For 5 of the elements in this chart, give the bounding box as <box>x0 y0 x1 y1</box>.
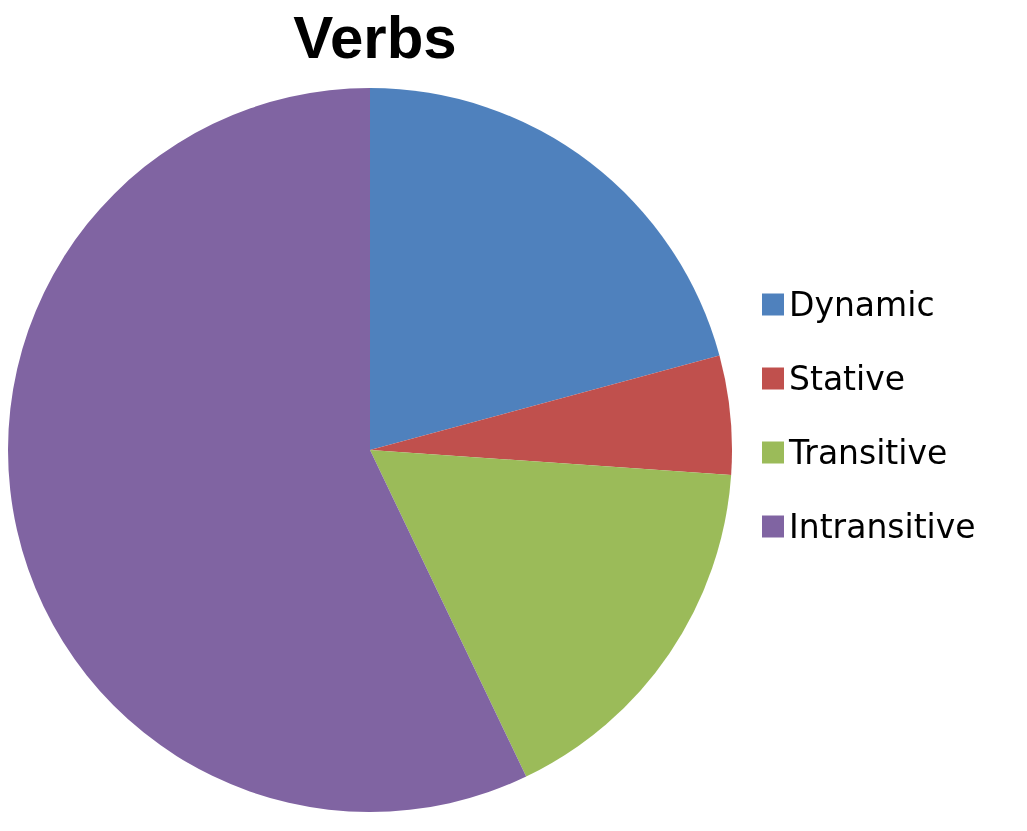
legend-label: Stative <box>789 359 906 398</box>
legend-label: Dynamic <box>789 285 935 324</box>
legend-label: Transitive <box>788 433 948 472</box>
chart-title: Verbs <box>293 3 457 71</box>
legend-label: Intransitive <box>789 507 976 546</box>
